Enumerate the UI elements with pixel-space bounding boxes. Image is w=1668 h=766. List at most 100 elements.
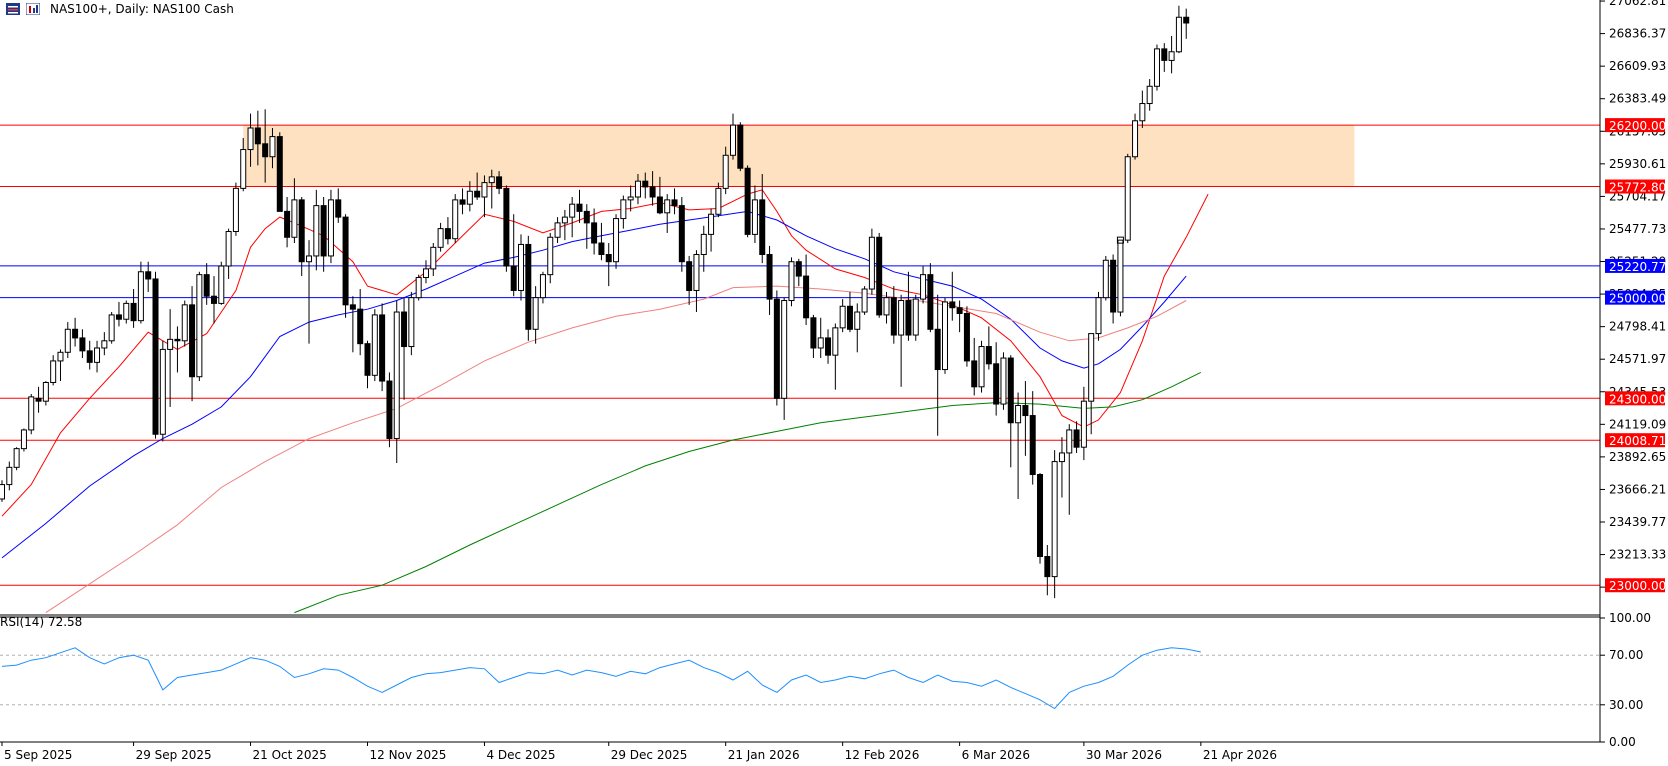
- candle-body[interactable]: [1080, 400, 1087, 448]
- candle-body[interactable]: [159, 348, 166, 435]
- candle-body[interactable]: [832, 327, 839, 356]
- candle-body[interactable]: [539, 274, 546, 299]
- candle-body[interactable]: [152, 278, 159, 435]
- candle-body[interactable]: [803, 275, 810, 319]
- candle-body[interactable]: [218, 265, 225, 304]
- candle-body[interactable]: [883, 297, 890, 316]
- candle-body[interactable]: [920, 274, 927, 300]
- candle-body[interactable]: [576, 203, 583, 212]
- candle-body[interactable]: [510, 265, 517, 291]
- candle-body[interactable]: [1153, 48, 1160, 87]
- candle-body[interactable]: [408, 297, 415, 348]
- candle-body[interactable]: [605, 254, 612, 263]
- candle-body[interactable]: [437, 228, 444, 248]
- candle-body[interactable]: [393, 311, 400, 440]
- candle-body[interactable]: [481, 182, 488, 198]
- candle-body[interactable]: [269, 136, 276, 158]
- candle-body[interactable]: [1037, 474, 1044, 557]
- candle-body[interactable]: [1066, 429, 1073, 454]
- candle-body[interactable]: [1051, 461, 1058, 578]
- candle-body[interactable]: [379, 314, 386, 382]
- candle-body[interactable]: [737, 124, 744, 169]
- candle-body[interactable]: [474, 190, 481, 198]
- candle-body[interactable]: [1102, 259, 1109, 299]
- candle-body[interactable]: [349, 304, 356, 310]
- candle-body[interactable]: [1022, 404, 1029, 417]
- candle-body[interactable]: [817, 337, 824, 349]
- candle-body[interactable]: [766, 254, 773, 300]
- candle-body[interactable]: [145, 271, 152, 280]
- candle-body[interactable]: [861, 288, 868, 313]
- candle-body[interactable]: [744, 167, 751, 235]
- candle-body[interactable]: [788, 261, 795, 302]
- candle-body[interactable]: [525, 243, 532, 330]
- candle-body[interactable]: [561, 216, 568, 224]
- candle-body[interactable]: [35, 397, 42, 402]
- candle-body[interactable]: [1088, 333, 1095, 402]
- candle-body[interactable]: [825, 337, 832, 356]
- candle-body[interactable]: [905, 300, 912, 336]
- candle-body[interactable]: [42, 381, 49, 402]
- candle-body[interactable]: [247, 127, 254, 151]
- candle-body[interactable]: [598, 242, 605, 256]
- candle-body[interactable]: [422, 268, 429, 279]
- candle-body[interactable]: [210, 295, 217, 304]
- candle-body[interactable]: [386, 380, 393, 440]
- candle-body[interactable]: [430, 246, 437, 270]
- candle-body[interactable]: [956, 307, 963, 314]
- candle-body[interactable]: [846, 305, 853, 330]
- candle-body[interactable]: [854, 311, 861, 330]
- candle-body[interactable]: [20, 429, 27, 450]
- candle-body[interactable]: [715, 187, 722, 215]
- level-price-tag[interactable]: [1605, 118, 1665, 133]
- candle-body[interactable]: [1073, 429, 1080, 448]
- chart-type-icon[interactable]: [25, 2, 41, 16]
- candle-body[interactable]: [781, 300, 788, 399]
- candle-body[interactable]: [1183, 16, 1190, 24]
- candle-body[interactable]: [254, 127, 261, 145]
- candle-body[interactable]: [613, 218, 620, 263]
- candle-body[interactable]: [364, 343, 371, 376]
- candle-body[interactable]: [313, 205, 320, 257]
- candle-body[interactable]: [189, 304, 196, 378]
- candle-body[interactable]: [634, 180, 641, 198]
- candle-body[interactable]: [1015, 404, 1022, 424]
- candle-body[interactable]: [671, 199, 678, 207]
- candle-body[interactable]: [167, 338, 174, 350]
- candle-body[interactable]: [700, 233, 707, 256]
- candle-body[interactable]: [993, 363, 1000, 405]
- candle-body[interactable]: [357, 308, 364, 345]
- candle-body[interactable]: [810, 317, 817, 349]
- candle-body[interactable]: [1168, 51, 1175, 61]
- candle-body[interactable]: [86, 350, 93, 363]
- candle-body[interactable]: [1124, 156, 1131, 241]
- candle-body[interactable]: [839, 305, 846, 329]
- candle-body[interactable]: [459, 199, 466, 205]
- candle-body[interactable]: [181, 304, 188, 342]
- candle-body[interactable]: [722, 154, 729, 189]
- candle-body[interactable]: [0, 484, 5, 500]
- candle-body[interactable]: [1161, 48, 1168, 61]
- candle-body[interactable]: [232, 187, 239, 233]
- candle-body[interactable]: [284, 210, 291, 238]
- candle-body[interactable]: [941, 301, 948, 371]
- candle-body[interactable]: [1029, 415, 1036, 476]
- candle-body[interactable]: [708, 213, 715, 235]
- candle-body[interactable]: [496, 176, 503, 189]
- candle-body[interactable]: [115, 314, 122, 320]
- candle-body[interactable]: [108, 314, 115, 342]
- candle-body[interactable]: [971, 360, 978, 388]
- candle-body[interactable]: [262, 143, 269, 158]
- candle-body[interactable]: [371, 314, 378, 376]
- candle-body[interactable]: [466, 190, 473, 205]
- candle-body[interactable]: [130, 302, 137, 322]
- candle-body[interactable]: [342, 216, 349, 306]
- candle-body[interactable]: [678, 205, 685, 263]
- candle-body[interactable]: [547, 236, 554, 276]
- candle-body[interactable]: [196, 274, 203, 378]
- candle-body[interactable]: [1139, 103, 1146, 122]
- candle-body[interactable]: [934, 328, 941, 371]
- level-price-tag[interactable]: [1605, 258, 1665, 273]
- candle-body[interactable]: [28, 396, 35, 431]
